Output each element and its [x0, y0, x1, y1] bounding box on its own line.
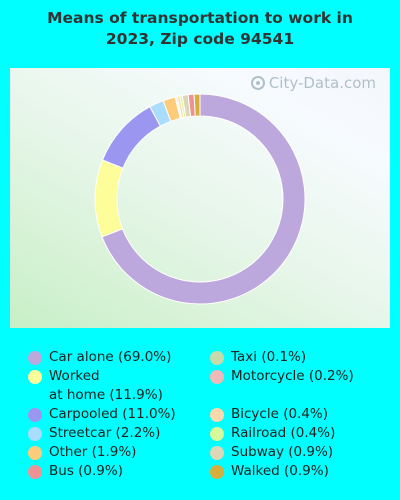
legend-item-bicycle: Bicycle (0.4%): [210, 405, 328, 424]
legend-item-railroad: Railroad (0.4%): [210, 424, 335, 443]
legend-label: Bicycle (0.4%): [231, 406, 329, 422]
legend-swatch: [28, 351, 42, 365]
legend-item-carpooled: Carpooled (11.0%): [28, 405, 176, 424]
legend-item-car-alone: Car alone (69.0%): [28, 348, 171, 367]
legend-label: Carpooled (11.0%): [49, 406, 176, 422]
legend-label: Car alone (69.0%): [49, 349, 172, 365]
legend-swatch: [28, 465, 42, 479]
legend-label: Other (1.9%): [49, 444, 137, 460]
legend-label: Walked (0.9%): [231, 463, 329, 479]
legend-swatch: [210, 370, 224, 384]
legend-label: Taxi (0.1%): [231, 349, 307, 365]
legend-swatch: [210, 408, 224, 422]
legend-label: Motorcycle (0.2%): [231, 368, 354, 384]
legend-item-subway: Subway (0.9%): [210, 443, 333, 462]
legend-item-motorcycle: Motorcycle (0.2%): [210, 367, 354, 386]
legend-swatch: [28, 370, 42, 384]
donut-slice-worked-at-home: [94, 159, 124, 238]
legend-item-taxi: Taxi (0.1%): [210, 348, 306, 367]
legend-item-worked-at-home: Worked at home (11.9%): [28, 367, 163, 405]
legend-item-walked: Walked (0.9%): [210, 462, 329, 481]
donut-slice-car-alone: [101, 93, 306, 305]
legend-label: Worked at home (11.9%): [49, 368, 163, 403]
legend-swatch: [210, 446, 224, 460]
legend-swatch: [28, 427, 42, 441]
legend-swatch: [210, 465, 224, 479]
chart-title: Means of transportation to work in 2023,…: [0, 8, 400, 50]
legend-item-streetcar: Streetcar (2.2%): [28, 424, 160, 443]
chart-panel: City-Data.com: [10, 68, 390, 328]
donut-chart: [94, 93, 306, 305]
watermark-text: City-Data.com: [268, 74, 376, 92]
watermark: City-Data.com: [250, 74, 376, 92]
chart-legend: Car alone (69.0%) Worked at home (11.9%) C…: [0, 340, 400, 490]
legend-label: Streetcar (2.2%): [49, 425, 161, 441]
legend-swatch: [28, 446, 42, 460]
legend-label: Railroad (0.4%): [231, 425, 336, 441]
legend-swatch: [28, 408, 42, 422]
legend-item-other: Other (1.9%): [28, 443, 136, 462]
legend-swatch: [210, 427, 224, 441]
chart-title-line-2: 2023, Zip code 94541: [105, 30, 295, 48]
donut-slice-carpooled: [101, 106, 162, 169]
legend-swatch: [210, 351, 224, 365]
legend-label: Bus (0.9%): [49, 463, 123, 479]
donut-slice-walked: [193, 93, 201, 117]
chart-title-line-1: Means of transportation to work in: [47, 9, 353, 27]
legend-item-bus: Bus (0.9%): [28, 462, 123, 481]
watermark-logo-icon: [250, 76, 265, 90]
legend-label: Subway (0.9%): [231, 444, 334, 460]
